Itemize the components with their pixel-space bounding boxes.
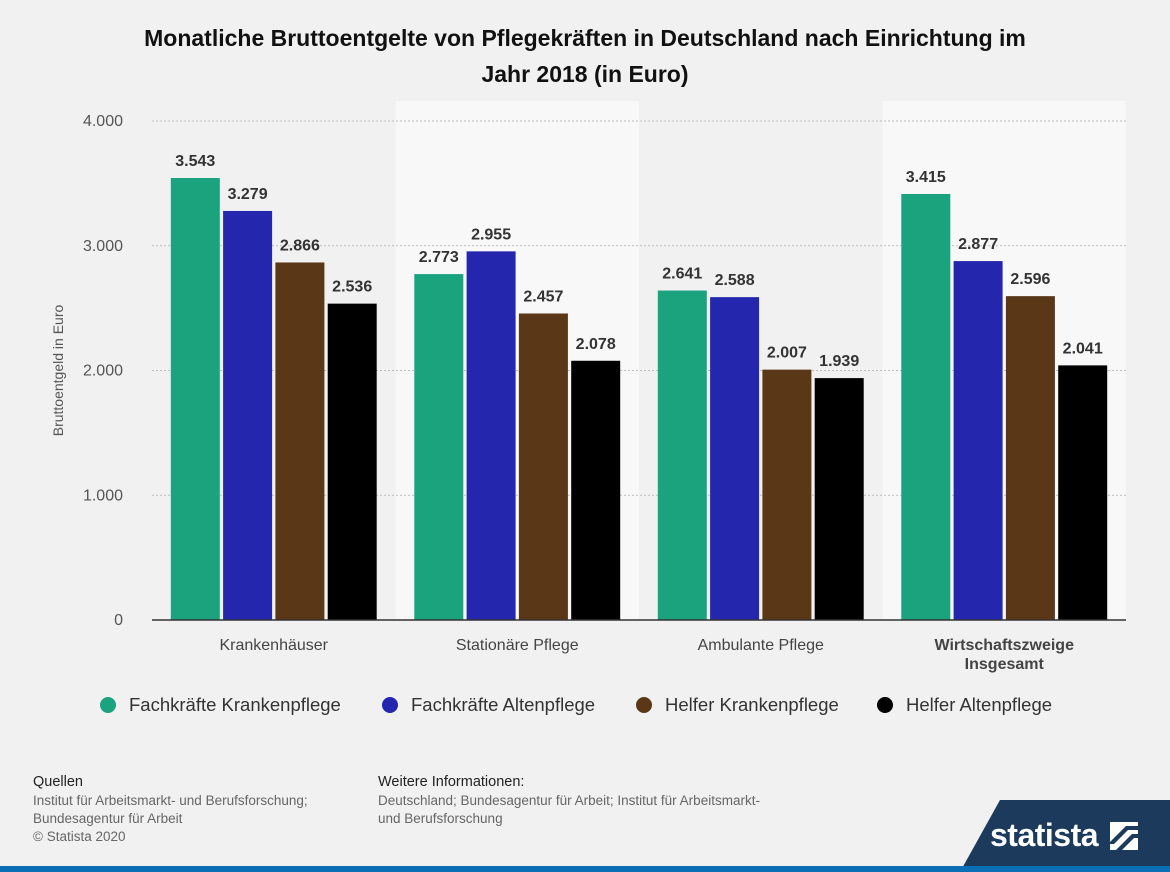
bar xyxy=(275,262,325,620)
copyright: © Statista 2020 xyxy=(33,829,126,844)
statista-logo[interactable]: statista xyxy=(960,800,1170,872)
sources-heading: Quellen xyxy=(33,774,83,790)
info-line: Deutschland; Bundesagentur für Arbeit; I… xyxy=(378,793,760,808)
legend-item[interactable]: Fachkräfte Altenpflege xyxy=(382,694,595,716)
bar xyxy=(170,178,220,621)
bar xyxy=(710,297,760,620)
bar xyxy=(571,360,621,620)
info-heading: Weitere Informationen: xyxy=(378,774,525,790)
x-tick-label: Ambulante Pflege xyxy=(698,637,824,654)
legend-label: Fachkräfte Altenpflege xyxy=(411,694,596,715)
bar xyxy=(466,251,516,620)
y-tick-label: 2.000 xyxy=(83,363,123,380)
x-tick-label: Insgesamt xyxy=(965,656,1045,673)
footer-info: Weitere Informationen: Deutschland; Bund… xyxy=(378,773,760,828)
bar xyxy=(223,210,273,620)
legend-item[interactable]: Helfer Altenpflege xyxy=(877,694,1052,716)
bottom-accent-bar xyxy=(0,866,1170,872)
footer-sources: Quellen Institut für Arbeitsmarkt- und B… xyxy=(33,773,308,846)
data-label: 2.007 xyxy=(767,345,807,362)
data-label: 2.536 xyxy=(332,279,372,296)
data-label: 2.866 xyxy=(280,237,320,254)
legend-label: Helfer Krankenpflege xyxy=(665,694,839,715)
legend-dot-icon xyxy=(877,697,893,713)
legend-item[interactable]: Fachkräfte Krankenpflege xyxy=(100,694,341,716)
data-label: 2.641 xyxy=(662,266,702,283)
data-label: 2.955 xyxy=(471,226,511,243)
data-label: 1.939 xyxy=(819,353,859,370)
bar xyxy=(1058,365,1108,620)
x-tick-label: Stationäre Pflege xyxy=(456,637,579,654)
info-line: und Berufsforschung xyxy=(378,811,503,826)
bar-chart: 0 1.000 2.000 3.000 4.000 Bruttoentgeld in Eu… xyxy=(50,113,1126,673)
sources-line: Institut für Arbeitsmarkt- und Berufsfor… xyxy=(33,793,308,808)
chart-title: Monatliche Bruttoentgelte von Pflegekräf… xyxy=(0,20,1170,92)
data-label: 3.543 xyxy=(175,153,215,170)
data-label: 2.596 xyxy=(1010,271,1050,288)
y-axis-label: Bruttoentgeld in Euro xyxy=(50,305,66,437)
bar xyxy=(327,303,377,620)
bar xyxy=(953,261,1003,620)
bar xyxy=(518,313,568,620)
bar xyxy=(762,369,812,620)
legend-label: Helfer Altenpflege xyxy=(906,694,1053,715)
data-label: 2.457 xyxy=(523,288,563,305)
y-tick-label: 4.000 xyxy=(83,113,123,130)
bar xyxy=(814,378,864,620)
data-label: 2.041 xyxy=(1063,340,1103,357)
data-label: 2.877 xyxy=(958,236,998,253)
y-tick-label: 0 xyxy=(114,612,123,629)
logo-wordmark: statista xyxy=(990,817,1099,853)
bar xyxy=(414,274,464,620)
legend-dot-icon xyxy=(382,697,398,713)
bar xyxy=(901,193,951,620)
data-label: 3.415 xyxy=(906,169,946,186)
x-tick-label: Krankenhäuser xyxy=(219,637,328,654)
data-label: 2.773 xyxy=(419,249,459,266)
data-label: 3.279 xyxy=(228,186,268,203)
x-tick-label: Wirtschaftszweige xyxy=(935,637,1075,654)
legend-item[interactable]: Helfer Krankenpflege xyxy=(636,694,839,716)
logo-mark-icon xyxy=(1110,822,1138,850)
bar xyxy=(657,290,707,620)
legend-label: Fachkräfte Krankenpflege xyxy=(129,694,341,715)
data-label: 2.078 xyxy=(576,336,616,353)
legend-dot-icon xyxy=(100,697,116,713)
legend-dot-icon xyxy=(636,697,652,713)
chart-title-line-2: Jahr 2018 (in Euro) xyxy=(481,61,689,87)
data-label: 2.588 xyxy=(715,272,755,289)
chart-title-line-1: Monatliche Bruttoentgelte von Pflegekräf… xyxy=(144,25,1026,51)
chart-legend: Fachkräfte Krankenpflege Fachkräfte Alten… xyxy=(0,694,1170,724)
sources-line: Bundesagentur für Arbeit xyxy=(33,811,183,826)
y-tick-label: 3.000 xyxy=(83,238,123,255)
y-tick-label: 1.000 xyxy=(83,487,123,504)
bar xyxy=(1005,296,1055,620)
